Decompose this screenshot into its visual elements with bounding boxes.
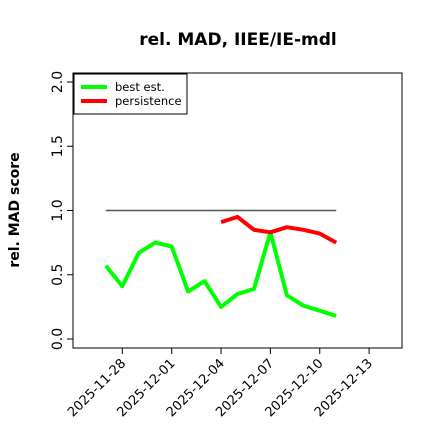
- y-axis-label: rel. MAD score: [7, 152, 23, 267]
- y-tick-label: 1.0: [50, 199, 66, 221]
- y-tick-label: 0.0: [50, 328, 66, 350]
- legend-label: best est.: [115, 80, 165, 94]
- y-tick-label: 0.5: [50, 264, 66, 286]
- y-tick-label: 1.5: [50, 135, 66, 157]
- y-tick-label: 2.0: [50, 71, 66, 93]
- series-line-persistence: [220, 214, 338, 245]
- chart-title: rel. MAD, IIEE/IE-mdl: [139, 30, 336, 50]
- legend: best est.persistence: [73, 73, 188, 115]
- legend-box: [73, 73, 188, 115]
- plot-area: 0.00.51.01.52.02025-11-282025-12-012025-…: [50, 71, 403, 420]
- legend-label: persistence: [115, 94, 182, 108]
- series-line-best-est: [104, 230, 337, 318]
